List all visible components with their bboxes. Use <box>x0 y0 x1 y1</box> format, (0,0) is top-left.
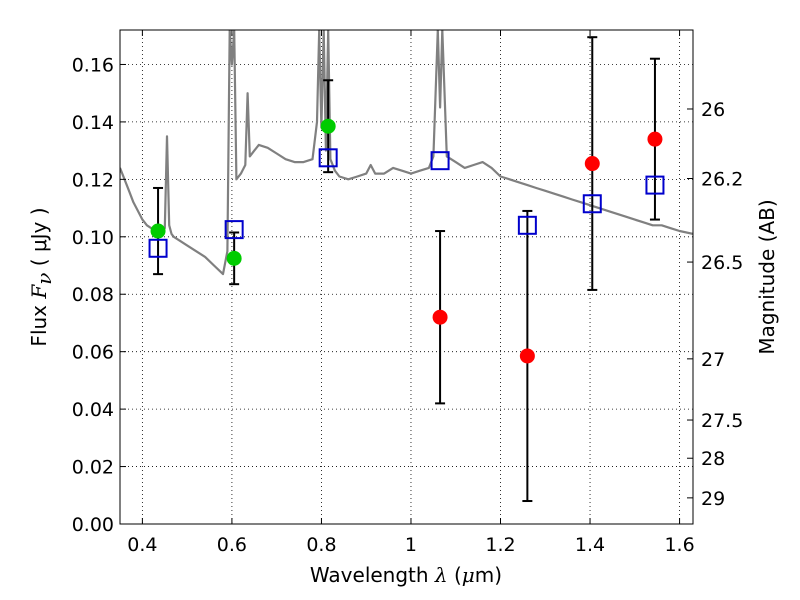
observed-circle-point <box>584 156 600 172</box>
x-tick-label: 1.6 <box>664 534 694 556</box>
y-tick-label: 0.16 <box>72 54 114 76</box>
plot-frame <box>119 29 694 525</box>
y2-tick-label: 26 <box>701 99 725 121</box>
data-marks <box>148 36 665 503</box>
model-square-point <box>517 215 537 235</box>
x-tick-label: 0.8 <box>306 534 336 556</box>
observed-circle-point <box>226 250 242 266</box>
y-tick-label: 0.02 <box>72 457 114 479</box>
plot-background <box>120 30 693 524</box>
y-tick-label: 0.14 <box>72 112 114 134</box>
model-square-point <box>582 194 602 214</box>
x-tick-label: 1.2 <box>485 534 515 556</box>
y-tick-label: 0.04 <box>72 399 114 421</box>
spectrum-line <box>120 30 693 276</box>
observed-circle-point <box>432 309 448 325</box>
y2-tick-label: 27 <box>701 349 725 371</box>
x-tick-label: 1 <box>405 534 417 556</box>
observed-circle-point <box>647 131 663 147</box>
x-axis-title: Wavelength λ (μm) <box>310 563 502 587</box>
x-tick-label: 0.6 <box>217 534 247 556</box>
x-tick-label: 1.4 <box>575 534 605 556</box>
y2-tick-label: 26.5 <box>701 252 743 274</box>
observed-circle-point <box>150 223 166 239</box>
y2-tick-label: 28 <box>701 448 725 470</box>
y2-tick-label: 26.2 <box>701 168 743 190</box>
y-axis-title: Flux Fν ( μJy ) <box>27 207 56 346</box>
y-tick-label: 0.00 <box>72 514 114 536</box>
x-tick-label: 0.4 <box>127 534 157 556</box>
model-square-point <box>148 238 168 258</box>
model-square-point <box>318 148 338 168</box>
observed-circle-point <box>320 118 336 134</box>
model-square-point <box>645 175 665 195</box>
y-tick-label: 0.06 <box>72 342 114 364</box>
y2-axis-title: Magnitude (AB) <box>755 199 779 354</box>
y-tick-label: 0.08 <box>72 284 114 306</box>
observed-circle-point <box>519 348 535 364</box>
model-square-point <box>224 220 244 240</box>
model-square-point <box>430 151 450 171</box>
y2-tick-label: 29 <box>701 488 725 510</box>
y2-tick-label: 27.5 <box>701 410 743 432</box>
ticks: 0.4 0.6 0.8 1 1.2 1.4 1.6 0.00 0.02 0.04 0.06 0.08 0… <box>72 30 743 556</box>
spectrum-layer <box>120 30 693 276</box>
y-tick-label: 0.12 <box>72 169 114 191</box>
y-tick-label: 0.10 <box>72 227 114 249</box>
